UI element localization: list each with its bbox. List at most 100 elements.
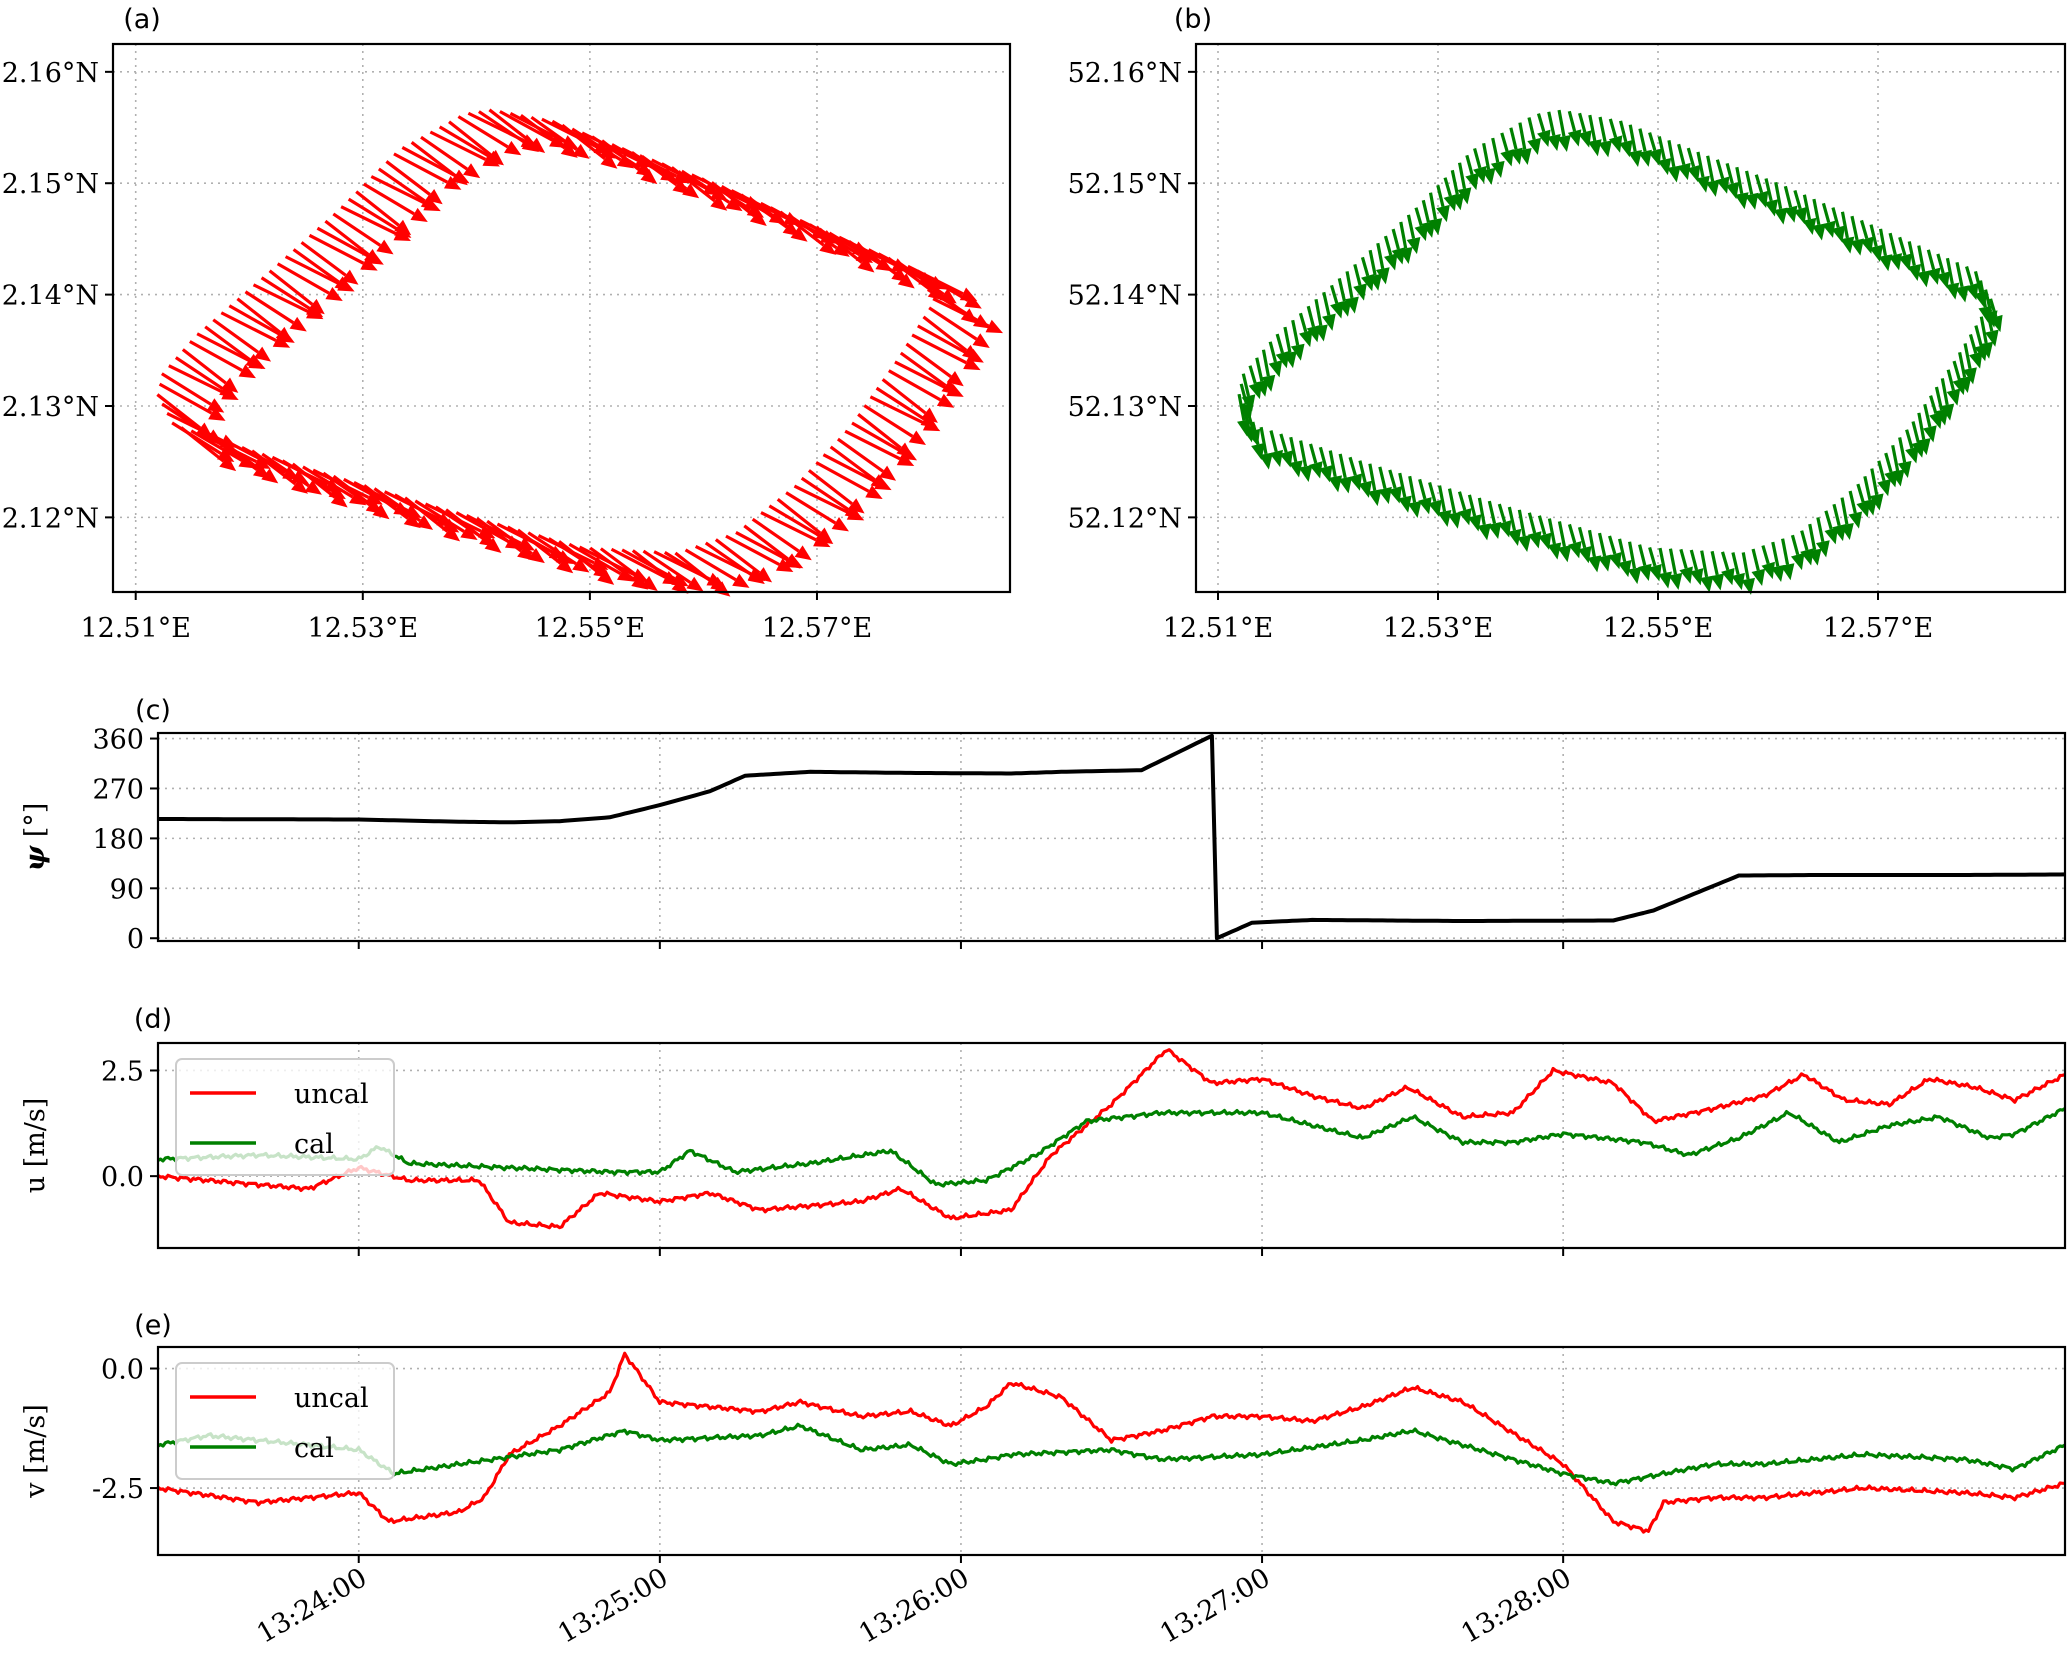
series-group	[158, 1351, 2065, 1534]
quiver-arrow	[537, 534, 609, 570]
arrow-head	[403, 512, 421, 529]
arrow-head	[1936, 271, 1950, 289]
arrow-head	[1689, 568, 1704, 586]
quiver-arrow	[601, 139, 658, 185]
quiver-arrow	[789, 214, 850, 257]
arrow-shaft	[1318, 446, 1328, 468]
arrow-shaft	[1500, 132, 1509, 152]
arrow-shaft	[1467, 494, 1477, 517]
arrow-shaft	[1269, 430, 1278, 453]
arrow-shaft	[1821, 202, 1831, 223]
time-tick-label: 13:27:00	[1155, 1562, 1276, 1649]
arrow-shaft	[316, 226, 371, 259]
arrow-head	[617, 567, 635, 582]
arrow-shaft	[276, 262, 330, 295]
quiver-arrow	[1537, 515, 1552, 550]
quiver-arrow	[822, 453, 892, 491]
arrow-shaft	[1859, 219, 1869, 239]
quiver-arrow	[1383, 235, 1398, 271]
quiver-arrow	[455, 511, 523, 550]
quiver-arrow	[1617, 538, 1632, 578]
arrow-head	[1517, 534, 1532, 552]
arrow-head	[747, 567, 766, 581]
quiver-arrow	[1322, 291, 1336, 331]
arrow-shaft	[1547, 518, 1556, 545]
arrow-shaft	[1368, 249, 1377, 276]
arrow-shaft	[377, 167, 426, 203]
arrow-shaft	[653, 550, 711, 581]
arrow-head	[1744, 192, 1759, 210]
arrow-head	[504, 535, 523, 550]
quiver-arrow	[1500, 132, 1514, 167]
arrow-shaft	[1275, 333, 1285, 354]
arrow-shaft	[1648, 547, 1657, 567]
arrow-shaft	[324, 219, 370, 256]
y-tick-label: 52.14°N	[1068, 281, 1182, 312]
arrow-head	[261, 468, 279, 484]
quiver-arrow	[181, 348, 239, 393]
arrow-shaft	[1989, 298, 1998, 318]
arrow-shaft	[928, 306, 978, 341]
arrow-head	[450, 169, 468, 186]
arrow-shaft	[768, 504, 821, 538]
arrow-head	[477, 524, 496, 539]
quiver-arrow	[710, 181, 767, 226]
arrow-head	[819, 239, 837, 255]
arrow-shaft	[818, 227, 863, 264]
series-group	[158, 1048, 2065, 1230]
arrow-head	[1877, 478, 1891, 497]
arrow-shaft	[292, 248, 340, 284]
arrow-shaft	[1638, 128, 1647, 152]
arrow-shaft	[1259, 426, 1268, 455]
arrow-shaft	[1557, 521, 1567, 547]
legend-label: uncal	[294, 1383, 369, 1414]
arrow-shaft	[1627, 541, 1637, 569]
quiver-arrow	[1869, 468, 1884, 511]
quiver-arrow	[212, 318, 272, 362]
y-tick-label: 52.12°N	[0, 503, 99, 534]
arrow-shaft	[1771, 541, 1780, 567]
quiver-arrow	[393, 152, 462, 190]
arrow-head	[238, 454, 256, 469]
arrow-head	[1897, 460, 1912, 478]
arrow-head	[936, 393, 955, 408]
y-tick-label: 270	[92, 774, 144, 805]
arrow-shaft	[228, 304, 282, 337]
quiver-arrow	[725, 534, 794, 573]
arrow-head	[238, 364, 256, 379]
quiver-arrow	[1450, 169, 1465, 211]
arrow-head	[878, 465, 897, 481]
arrow-head	[1547, 134, 1561, 152]
arrow-shaft	[1955, 261, 1964, 288]
y-tick-label: 0.0	[101, 1355, 144, 1386]
arrow-head	[1288, 460, 1303, 478]
arrow-shaft	[302, 465, 354, 499]
arrow-head	[1259, 452, 1273, 470]
arrow-shaft	[1774, 181, 1783, 210]
arrow-shaft	[284, 255, 342, 286]
arrow-shaft	[1482, 142, 1491, 170]
arrow-head	[1989, 314, 2003, 333]
arrow-shaft	[260, 276, 311, 310]
quiver-arrow	[1457, 162, 1472, 205]
arrow-head	[206, 398, 225, 413]
quiver-arrow	[836, 437, 897, 481]
arrow-head	[1428, 218, 1443, 236]
arrow-head	[1318, 465, 1333, 483]
quiver-arrow	[844, 429, 915, 467]
quiver-arrow	[1741, 552, 1755, 595]
arrow-shaft	[1239, 383, 1248, 405]
x-tick-label: 12.57°E	[762, 613, 873, 644]
arrow-shaft	[271, 455, 329, 487]
arrow-shaft	[1979, 316, 1988, 344]
arrow-shaft	[171, 421, 222, 455]
quiver-arrow	[1436, 184, 1450, 223]
arrow-head	[410, 207, 428, 223]
arrow-shaft	[1398, 472, 1407, 498]
arrow-head	[1436, 204, 1450, 223]
quiver-arrow	[1638, 128, 1652, 167]
arrow-head	[289, 316, 307, 332]
arrow-shaft	[1567, 110, 1577, 132]
arrow-head	[195, 422, 213, 438]
arrow-head	[874, 476, 892, 491]
